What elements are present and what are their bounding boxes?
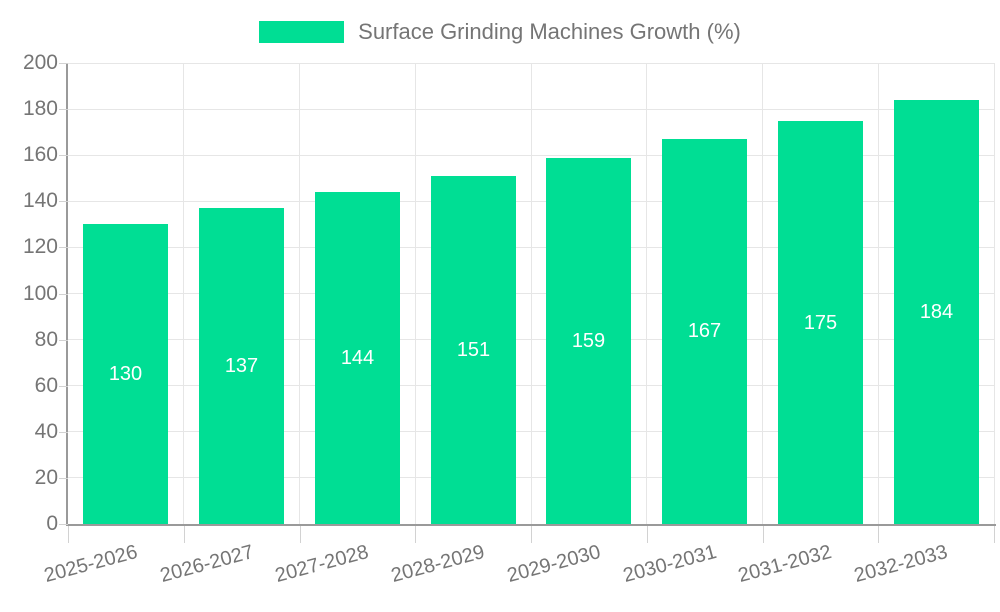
legend-swatch-icon bbox=[259, 21, 345, 43]
x-tick-mark bbox=[415, 526, 417, 543]
y-tick-mark bbox=[59, 109, 68, 111]
x-gridline bbox=[762, 63, 763, 524]
y-tick-mark bbox=[59, 524, 68, 525]
bar[interactable]: 130 bbox=[83, 224, 168, 524]
x-tick-mark bbox=[68, 526, 69, 543]
y-tick-label: 180 bbox=[22, 97, 58, 121]
y-tick-label: 20 bbox=[34, 465, 58, 489]
bar-value-label: 159 bbox=[571, 330, 606, 353]
legend[interactable]: Surface Grinding Machines Growth (%) bbox=[0, 17, 1000, 47]
y-tick-mark bbox=[59, 201, 68, 203]
y-axis-labels: 0 20 40 60 80 100 120 140 160 180 200 bbox=[0, 51, 58, 535]
x-tick-mark bbox=[646, 526, 648, 543]
x-gridline bbox=[877, 63, 879, 524]
y-tick-mark bbox=[59, 339, 68, 341]
y-tick-label: 80 bbox=[34, 327, 58, 351]
y-tick-mark bbox=[59, 477, 68, 479]
y-tick-mark bbox=[59, 155, 68, 157]
x-gridline bbox=[530, 63, 532, 524]
bar[interactable]: 151 bbox=[431, 176, 516, 524]
bar-value-label: 130 bbox=[108, 362, 143, 385]
y-tick-label: 200 bbox=[22, 51, 58, 74]
bar[interactable]: 137 bbox=[199, 208, 284, 524]
bar-value-label: 144 bbox=[340, 346, 375, 369]
x-axis-line bbox=[66, 524, 996, 526]
y-tick-label: 120 bbox=[22, 235, 58, 259]
x-gridline bbox=[993, 63, 995, 524]
x-tick-mark bbox=[994, 526, 995, 543]
y-tick-mark bbox=[59, 385, 68, 387]
y-tick-label: 160 bbox=[22, 143, 58, 167]
y-tick-mark bbox=[59, 63, 68, 64]
y-tick-label: 100 bbox=[22, 281, 58, 305]
y-axis-line bbox=[66, 63, 68, 526]
x-gridline bbox=[646, 63, 648, 524]
bar[interactable]: 159 bbox=[546, 158, 631, 524]
x-gridline bbox=[414, 63, 416, 524]
bar[interactable]: 144 bbox=[315, 192, 400, 524]
bar[interactable]: 167 bbox=[662, 139, 747, 524]
x-tick-mark bbox=[762, 526, 764, 543]
x-tick-mark bbox=[531, 526, 532, 543]
y-tick-label: 60 bbox=[34, 373, 58, 397]
plot-area: 130 137 144 151 159 167 175 184 bbox=[68, 62, 995, 524]
bar-value-label: 175 bbox=[803, 311, 838, 334]
y-tick-label: 0 bbox=[46, 512, 58, 535]
y-tick-mark bbox=[59, 431, 68, 433]
bar[interactable]: 184 bbox=[894, 100, 979, 524]
y-tick-label: 140 bbox=[22, 189, 58, 213]
x-tick-mark bbox=[299, 526, 301, 543]
y-tick-mark bbox=[59, 293, 68, 295]
y-tick-mark bbox=[59, 247, 68, 249]
x-tick-mark bbox=[183, 526, 185, 543]
x-gridline bbox=[299, 63, 300, 524]
bar[interactable]: 175 bbox=[778, 121, 863, 524]
x-tick-mark bbox=[878, 526, 880, 543]
bar-value-label: 167 bbox=[687, 320, 722, 343]
legend-label: Surface Grinding Machines Growth (%) bbox=[358, 19, 741, 44]
bar-value-label: 137 bbox=[224, 354, 259, 377]
bar-value-label: 151 bbox=[456, 339, 491, 362]
y-tick-label: 40 bbox=[34, 419, 58, 443]
x-gridline bbox=[183, 63, 185, 524]
bar-value-label: 184 bbox=[919, 301, 954, 324]
